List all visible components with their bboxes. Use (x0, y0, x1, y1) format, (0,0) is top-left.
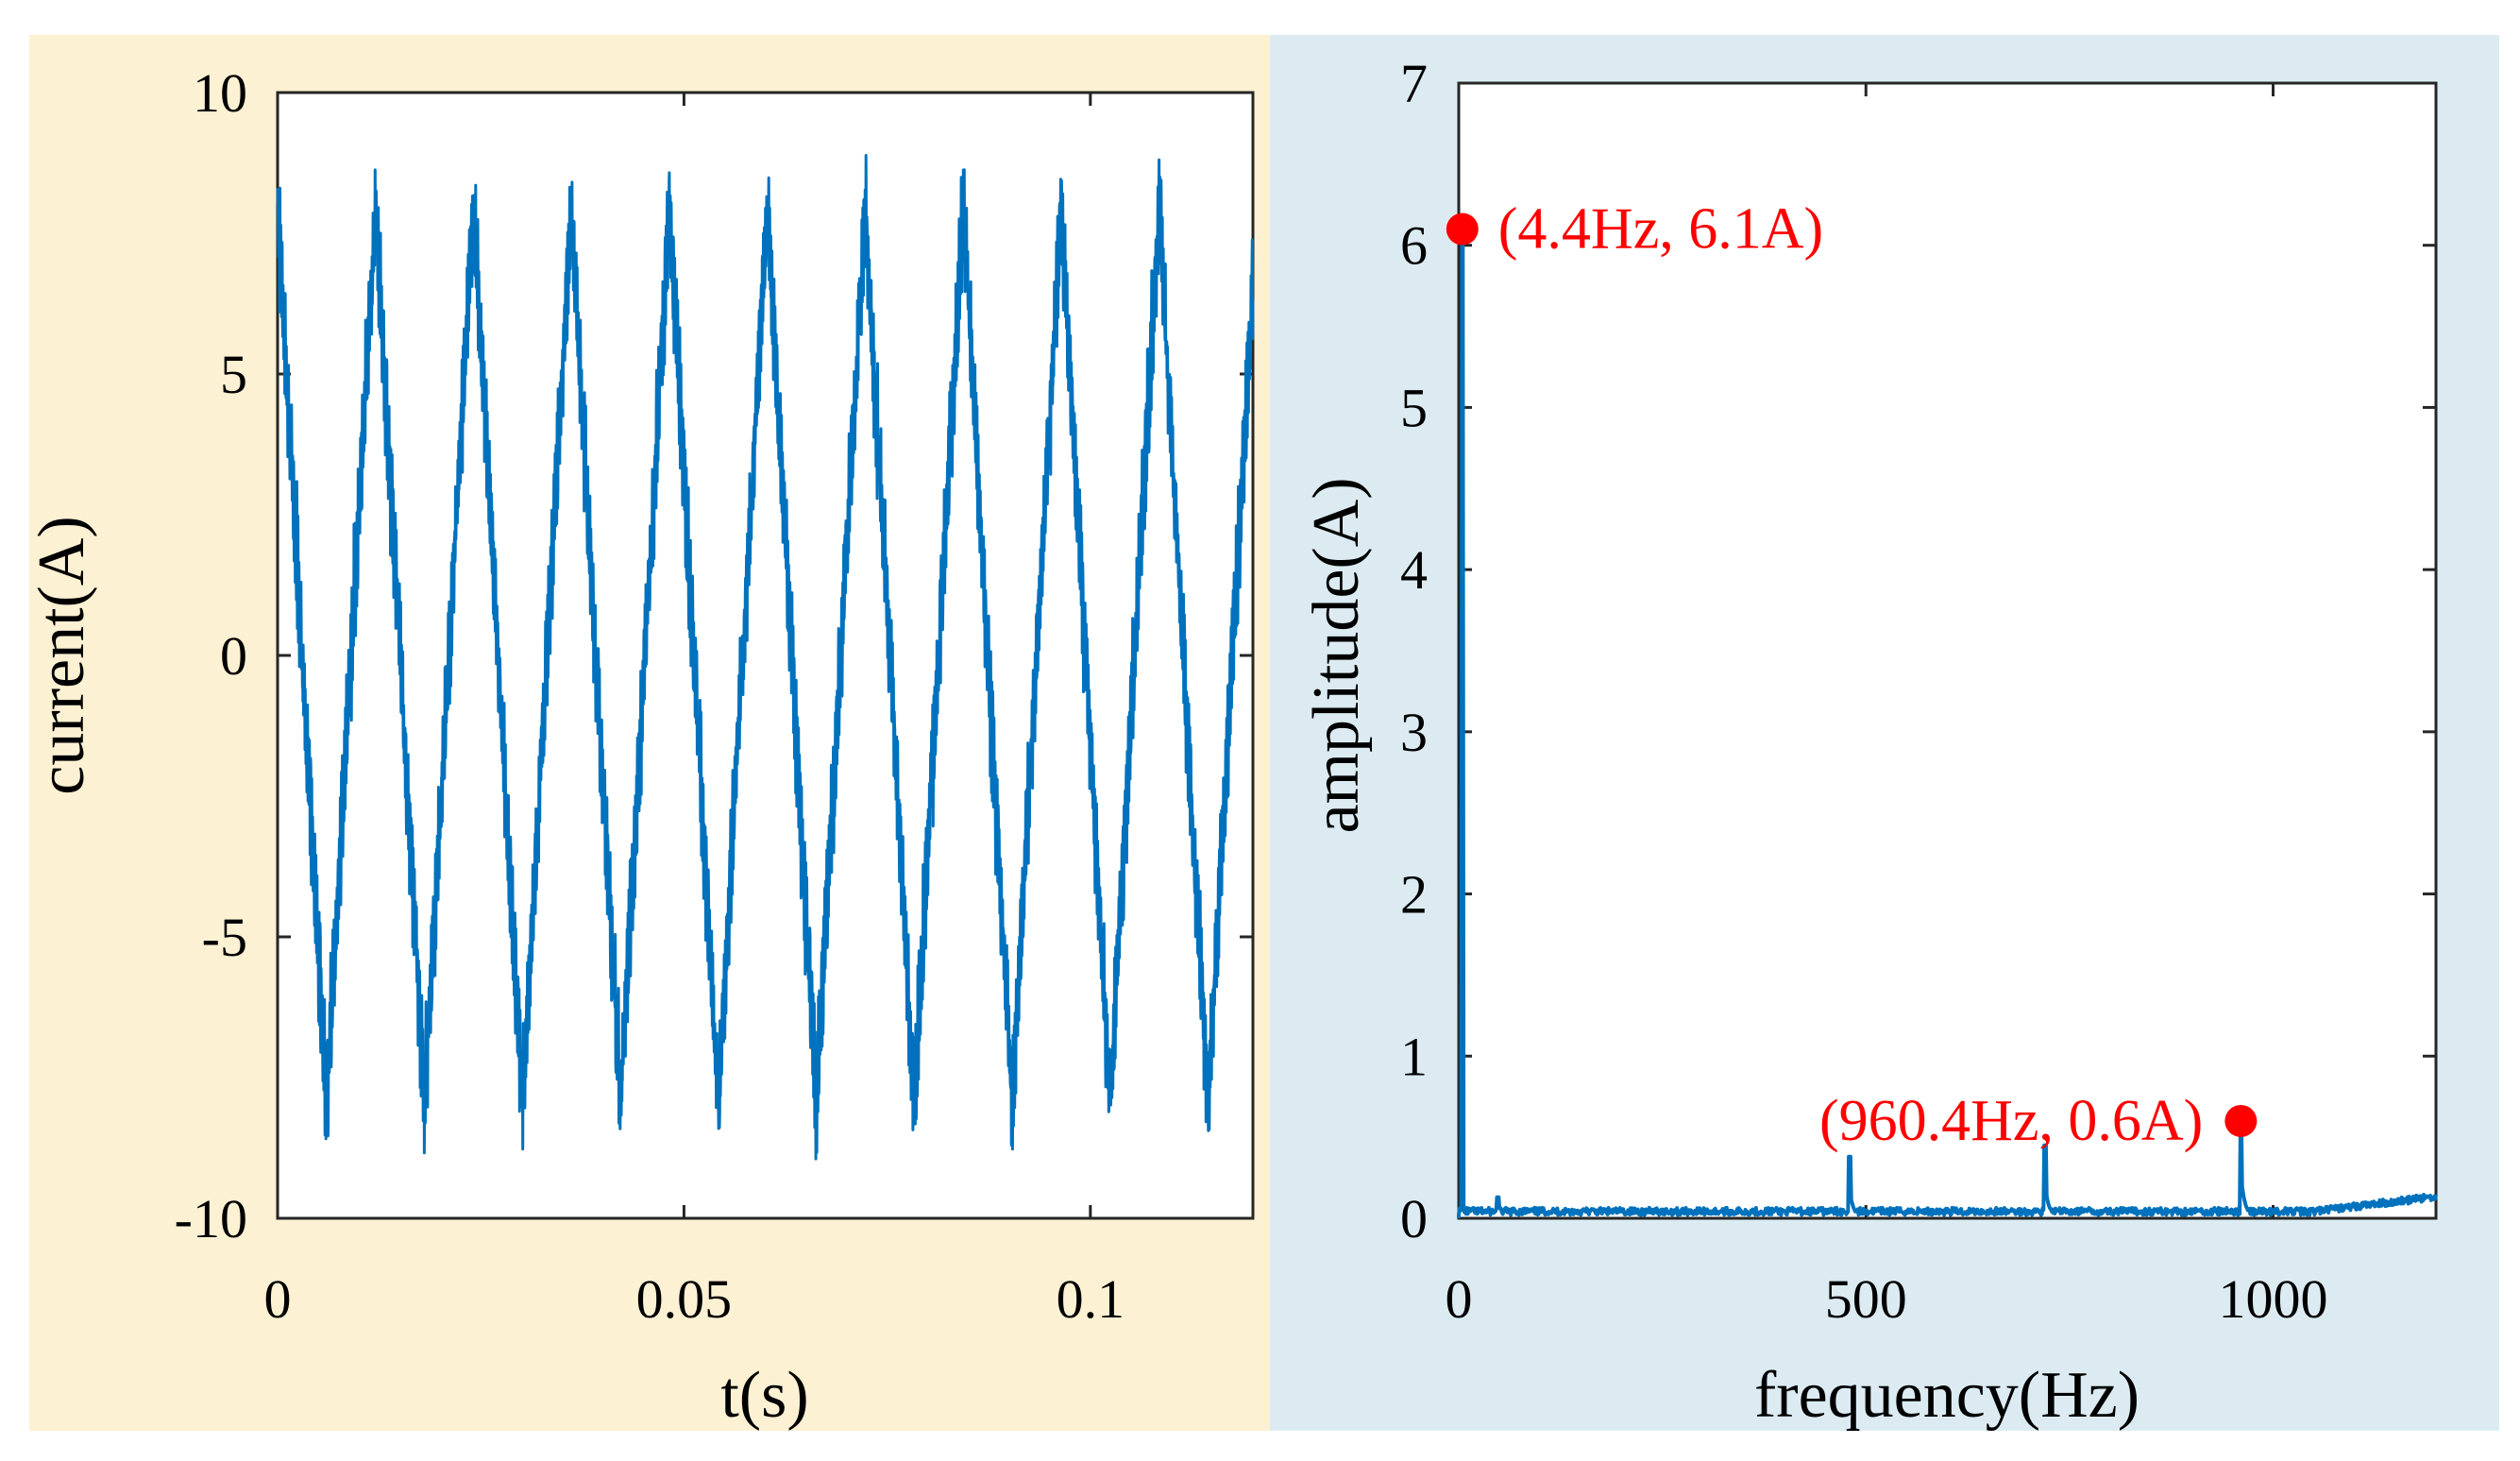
time-y-tick-label: -5 (202, 907, 247, 968)
spectrum-series-line (1457, 227, 2438, 1218)
peak-annotation-2: (960.4Hz, 0.6A) (1819, 1089, 2203, 1153)
time-y-tick-label: 5 (220, 344, 247, 405)
frequency-domain-chart: 0 500 1000 0 1 2 3 4 5 6 7 (4.4Hz, 6.1A) (960.4Hz, … (1300, 53, 2438, 1432)
time-x-tick-label: 0 (264, 1268, 292, 1330)
frequency-y-tick-label: 1 (1400, 1026, 1428, 1087)
frequency-plot-area (1457, 81, 2438, 1220)
frequency-x-tick-label: 1000 (2219, 1268, 2328, 1330)
time-y-axis-label: current(A) (25, 516, 98, 794)
frequency-x-tick-label: 0 (1446, 1268, 1473, 1330)
peak-annotation-1: (4.4Hz, 6.1A) (1498, 197, 1823, 262)
frequency-y-tick-label: 7 (1400, 53, 1428, 114)
frequency-x-tick-label: 500 (1825, 1268, 1907, 1330)
time-domain-chart: 0 0.05 0.1 10 5 0 -5 -10 t(s) current(A) (25, 62, 1255, 1432)
frequency-y-tick-label: 6 (1400, 215, 1428, 277)
frequency-y-tick-label: 2 (1400, 864, 1428, 926)
current-series-line (276, 154, 1255, 1161)
peak-marker-1 (1446, 212, 1479, 246)
frequency-y-tick-label: 4 (1400, 539, 1428, 601)
peak-marker-2 (2224, 1104, 2258, 1137)
time-y-tick-label: -10 (175, 1188, 247, 1249)
time-x-tick-label: 0.1 (1057, 1268, 1125, 1330)
time-y-tick-label: 0 (220, 625, 247, 687)
frequency-y-axis-label: amplitude(A) (1300, 477, 1373, 833)
time-x-tick-label: 0.05 (636, 1268, 733, 1330)
time-y-tick-label: 10 (193, 62, 247, 124)
frequency-x-axis-label: frequency(Hz) (1754, 1359, 2139, 1432)
frequency-y-tick-label: 0 (1400, 1188, 1428, 1249)
frequency-y-tick-label: 3 (1400, 702, 1428, 763)
frequency-y-tick-label: 5 (1400, 377, 1428, 438)
time-x-axis-label: t(s) (720, 1359, 808, 1432)
